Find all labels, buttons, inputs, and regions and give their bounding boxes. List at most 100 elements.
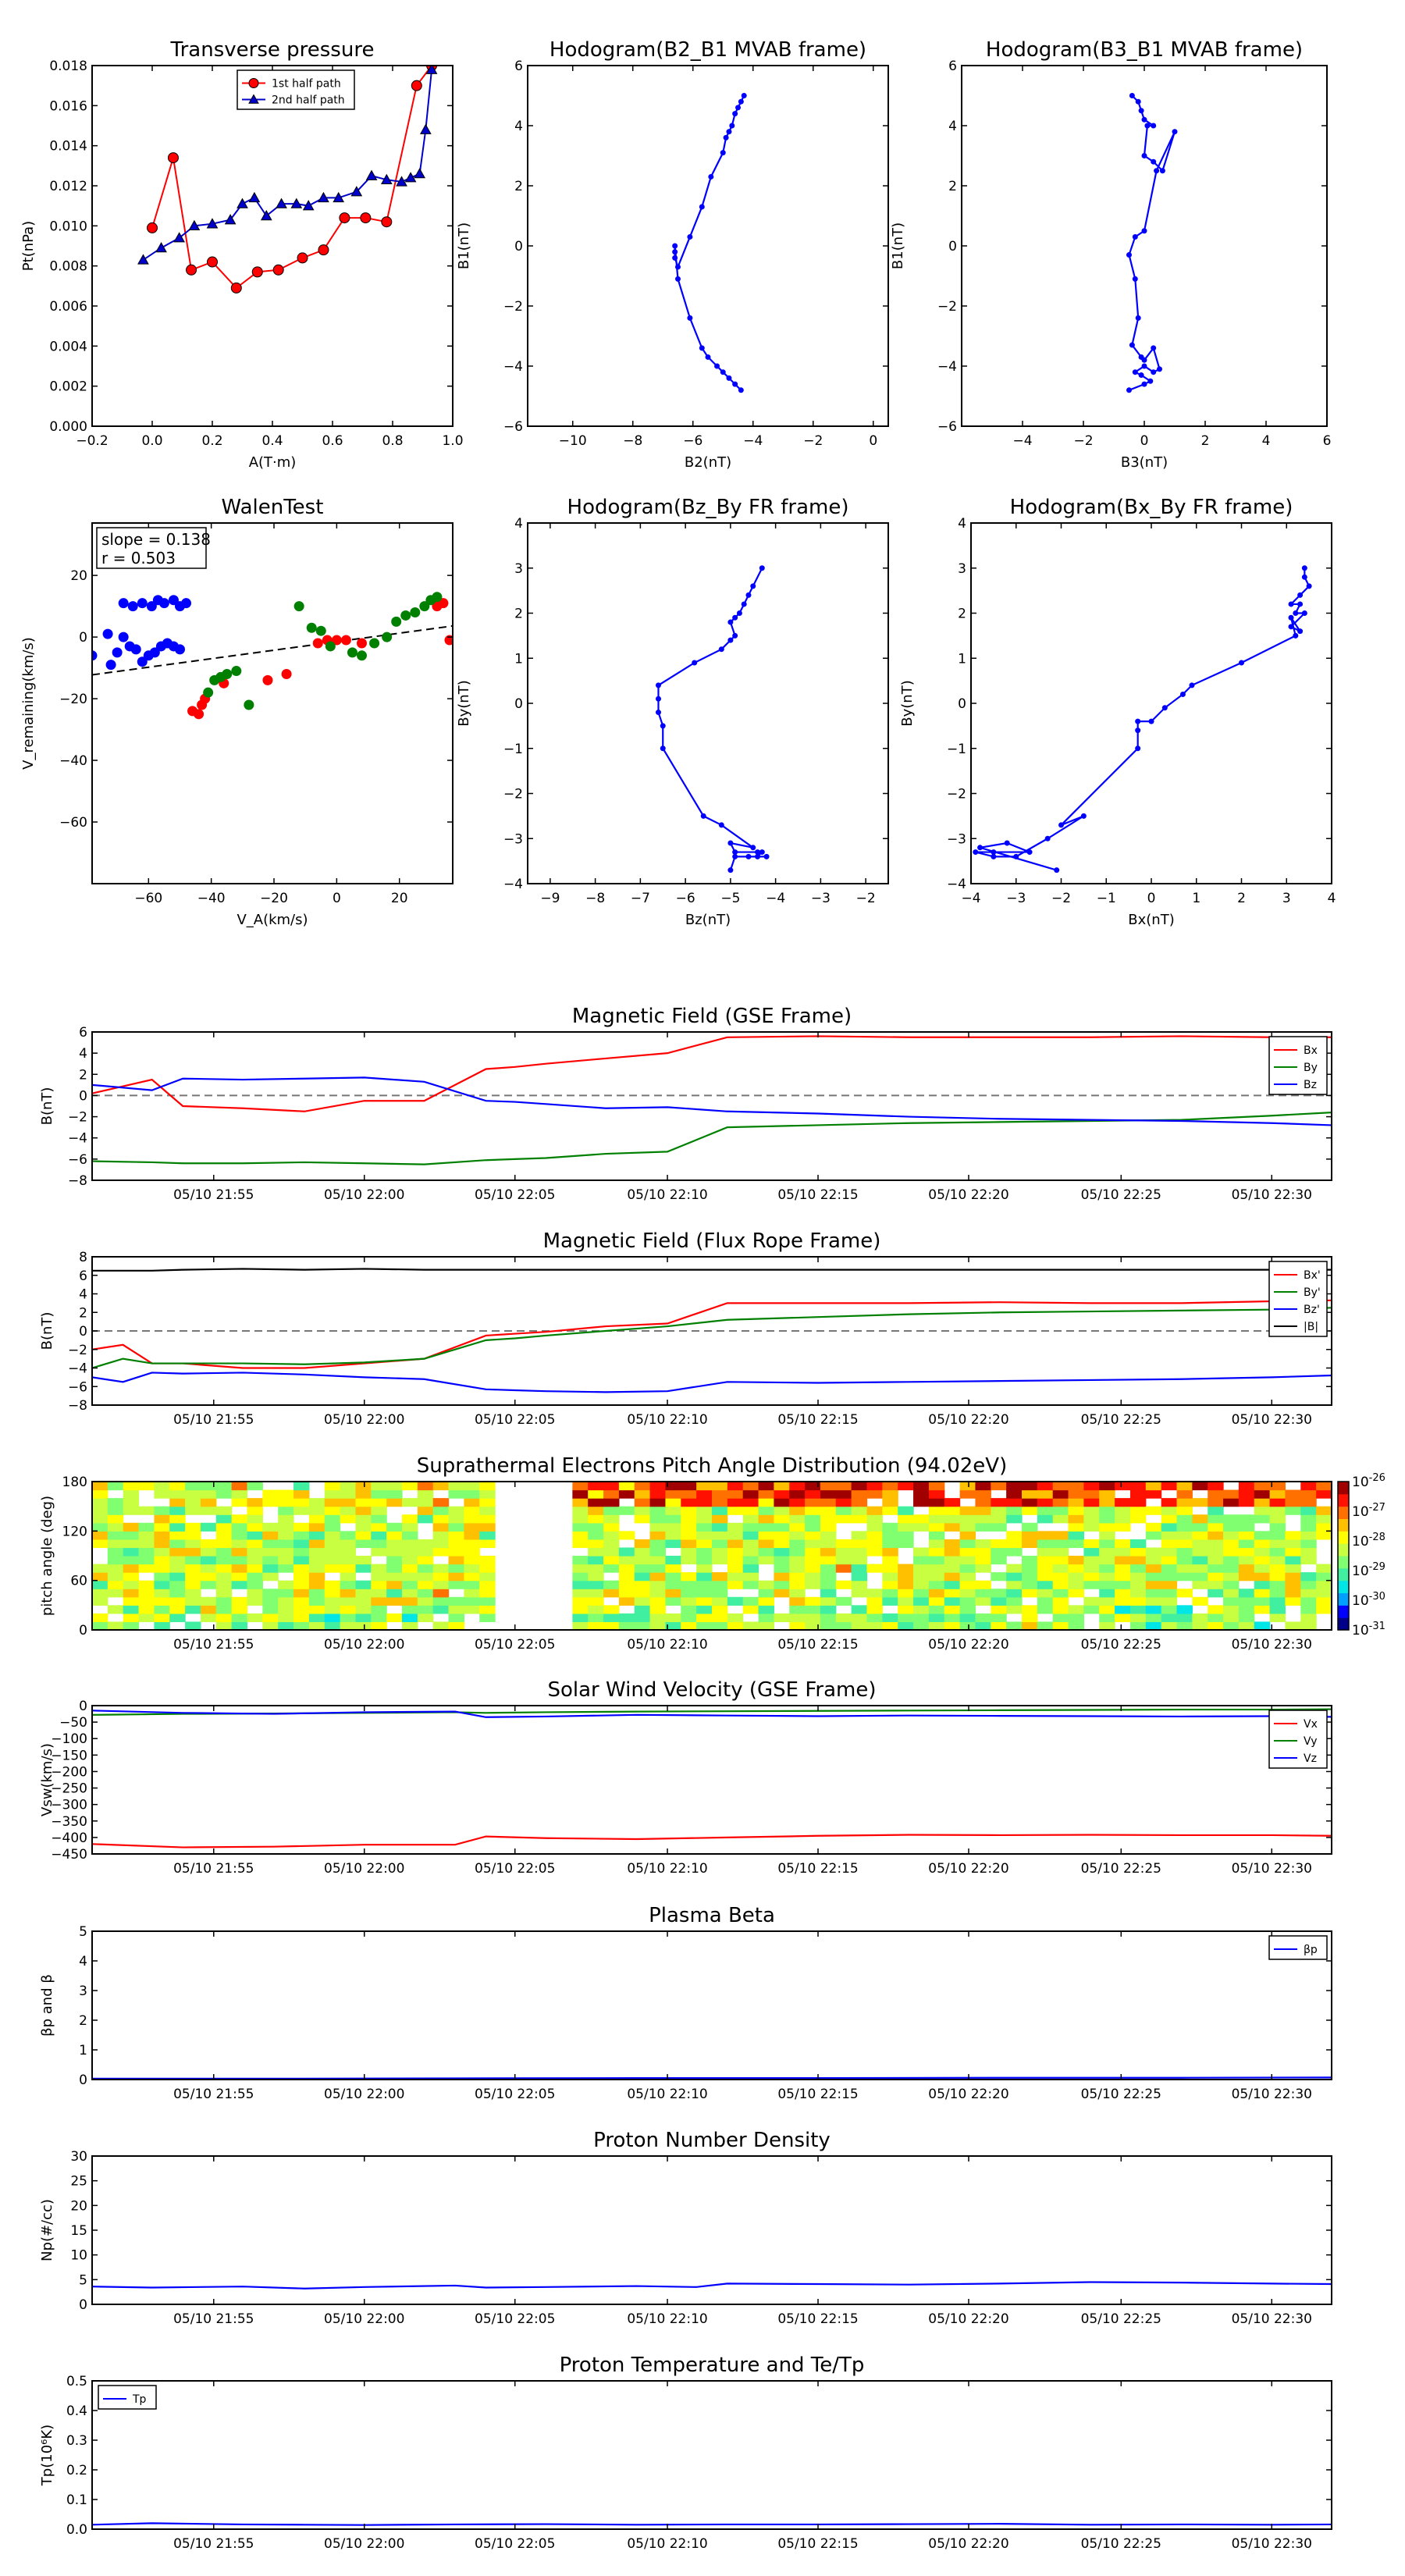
data-point — [726, 375, 732, 381]
data-point — [1135, 315, 1141, 321]
heat-cell — [138, 1556, 155, 1565]
data-point — [741, 601, 747, 607]
heat-cell — [789, 1605, 806, 1614]
heat-cell — [1192, 1482, 1208, 1491]
heat-cell — [1316, 1531, 1332, 1540]
x-tick-label: 0.8 — [382, 433, 403, 449]
data-point — [312, 638, 323, 649]
heat-cell — [618, 1580, 635, 1589]
heat-cell — [851, 1531, 868, 1540]
x-axis-label: Bz(nT) — [685, 912, 731, 928]
y-tick-label: −2 — [68, 1110, 87, 1126]
heat-cell — [371, 1621, 387, 1630]
data-point — [732, 632, 738, 639]
data-point — [118, 598, 129, 609]
heat-cell — [1161, 1572, 1178, 1582]
y-axis-label: B(nT) — [39, 1312, 55, 1350]
heat-cell — [123, 1482, 140, 1491]
heat-cell — [231, 1539, 248, 1549]
heat-cell — [355, 1564, 372, 1573]
heat-cell — [665, 1556, 681, 1565]
data-point — [1293, 632, 1299, 639]
heat-cell — [820, 1482, 837, 1491]
heat-cell — [371, 1506, 387, 1515]
annotation-text: r = 0.503 — [101, 549, 176, 568]
heat-cell — [324, 1539, 341, 1549]
heat-cell — [882, 1489, 898, 1499]
heat-cell — [882, 1498, 898, 1507]
x-tick-label: −4 — [743, 433, 763, 449]
y-tick-label: −3 — [503, 831, 523, 847]
heat-cell — [1006, 1547, 1023, 1557]
heat-cell — [1068, 1580, 1084, 1589]
data-point — [738, 387, 744, 393]
heat-cell — [758, 1531, 774, 1540]
heat-cell — [1238, 1522, 1255, 1532]
heat-cell — [278, 1621, 294, 1630]
heat-cell — [634, 1572, 651, 1582]
heat-cell — [835, 1596, 852, 1606]
heat-cell — [215, 1522, 233, 1532]
chart-title: Magnetic Field (Flux Rope Frame) — [543, 1229, 881, 1253]
data-point — [137, 656, 148, 667]
heat-cell — [479, 1489, 496, 1499]
x-tick-label: 0 — [869, 433, 877, 449]
heat-cell — [1068, 1556, 1084, 1565]
heat-cell — [1285, 1564, 1301, 1573]
heat-cell — [1300, 1613, 1317, 1623]
heat-cell — [1115, 1613, 1131, 1623]
heat-cell — [1022, 1589, 1038, 1598]
heat-cell — [649, 1572, 667, 1582]
x-axis-label: B3(nT) — [1121, 454, 1168, 471]
heat-cell — [835, 1489, 852, 1499]
heat-cell — [1161, 1589, 1178, 1598]
data-point — [347, 647, 357, 658]
heat-cell — [231, 1613, 248, 1623]
heat-cell — [572, 1522, 589, 1532]
heat-cell — [1285, 1580, 1301, 1589]
heat-cell — [1223, 1621, 1240, 1630]
heat-cell — [696, 1580, 713, 1589]
plot-area — [92, 2076, 1332, 2080]
series-line-0 — [92, 1035, 1332, 1112]
heat-cell — [1316, 1489, 1332, 1499]
x-tick-label: 05/10 22:25 — [1081, 1637, 1161, 1653]
heat-cell — [247, 1556, 263, 1565]
heat-cell — [308, 1539, 325, 1549]
y-tick-label: −1 — [503, 742, 523, 757]
heat-cell — [649, 1539, 667, 1549]
plot-area — [655, 565, 770, 873]
heat-cell — [603, 1564, 620, 1573]
plot-frame — [91, 1031, 1332, 1181]
heat-cell — [464, 1498, 480, 1507]
data-point — [672, 243, 678, 249]
y-tick-label: 2 — [958, 607, 966, 622]
heat-cell — [665, 1522, 681, 1532]
heat-cell — [758, 1514, 774, 1524]
heat-cell — [417, 1539, 434, 1549]
y-tick-label: 2 — [79, 1305, 87, 1321]
heat-cell — [92, 1482, 108, 1491]
y-tick-label: 0.004 — [49, 339, 87, 354]
heat-cell — [991, 1539, 1007, 1549]
heat-cell — [123, 1489, 140, 1499]
heat-cell — [928, 1621, 945, 1630]
heat-cell — [1192, 1580, 1208, 1589]
data-point — [137, 598, 148, 609]
chart-title: Proton Number Density — [593, 2129, 831, 2152]
heat-cell — [200, 1572, 217, 1582]
heat-cell — [293, 1572, 310, 1582]
legend-label: Vy — [1304, 1735, 1318, 1748]
heat-cell — [898, 1589, 914, 1598]
heat-cell — [123, 1621, 140, 1630]
heat-cell — [1223, 1556, 1240, 1565]
heat-cell — [1300, 1547, 1317, 1557]
heat-cell — [665, 1572, 681, 1582]
heat-cell — [696, 1556, 713, 1565]
heat-cell — [835, 1556, 852, 1565]
heat-cell — [1115, 1514, 1131, 1524]
data-point — [438, 598, 449, 609]
heat-cell — [371, 1596, 387, 1606]
heat-cell — [959, 1514, 976, 1524]
heat-cell — [959, 1506, 976, 1515]
